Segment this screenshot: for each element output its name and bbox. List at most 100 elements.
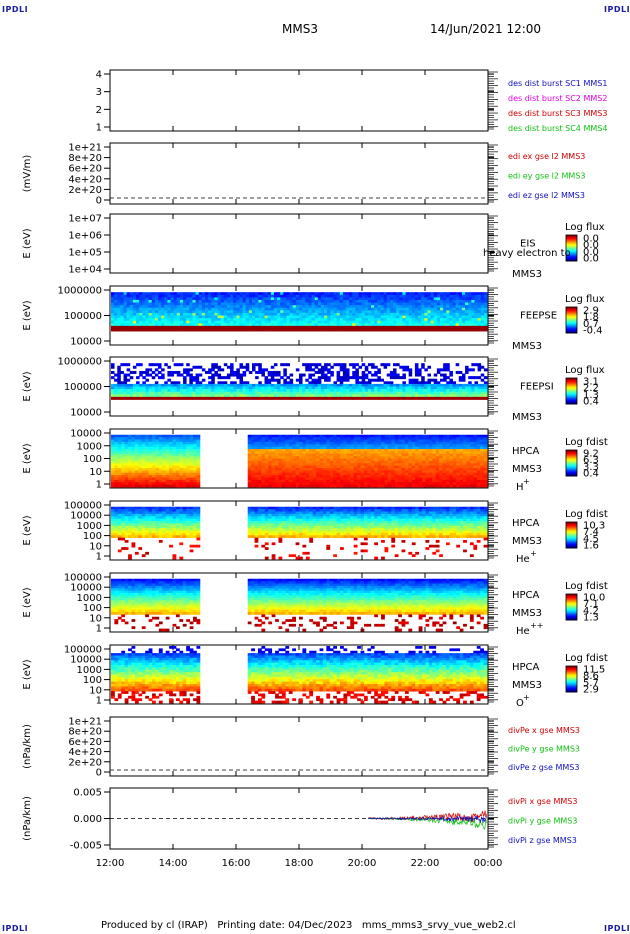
spectrogram-cell — [179, 310, 184, 314]
colorbar-cell — [566, 387, 577, 389]
spectrogram-cell — [314, 299, 319, 303]
spectrogram-cell — [326, 453, 331, 457]
spectrogram-cell — [134, 446, 139, 450]
spectrogram-cell — [355, 378, 359, 382]
spectrogram-cell — [329, 444, 334, 448]
spectrogram-cell — [299, 307, 303, 311]
spectrogram-cell — [402, 394, 406, 398]
spectrogram-cell — [258, 381, 262, 385]
spectrogram-cell — [152, 456, 156, 459]
spectrogram-cell — [195, 307, 200, 311]
spectrogram-cell — [117, 451, 122, 455]
spectrogram-cell — [131, 458, 136, 462]
spectrogram-cell — [436, 394, 441, 398]
spectrogram-cell — [155, 437, 160, 440]
spectrogram-cell — [286, 396, 290, 400]
y-tick-label: 1000 — [77, 441, 102, 452]
spectrogram-cell — [461, 389, 466, 393]
spectrogram-cell — [340, 439, 344, 443]
spectrogram-cell — [179, 318, 184, 322]
spectrogram-cell — [278, 475, 283, 478]
spectrogram-cell — [411, 378, 416, 382]
spectrogram-cell — [123, 305, 128, 309]
spectrogram-cell — [154, 363, 159, 367]
spectrogram-cell — [324, 310, 328, 314]
spectrogram-cell — [316, 468, 320, 471]
spectrogram-cell — [192, 292, 196, 296]
spectrogram-cell — [136, 363, 140, 367]
spectrogram-cell — [317, 305, 322, 309]
spectrogram-cell — [414, 292, 419, 296]
spectrogram-cell — [117, 468, 122, 471]
spectrogram-cell — [214, 297, 218, 301]
spectrogram-cell — [182, 475, 187, 478]
spectrogram-cell — [120, 307, 124, 311]
spectrogram-cell — [480, 292, 485, 296]
spectrogram-cell — [126, 383, 131, 387]
spectrogram-cell — [111, 318, 115, 322]
spectrogram-cell — [471, 320, 475, 324]
spectrogram-cell — [175, 463, 180, 467]
spectrogram-cell — [414, 320, 419, 324]
spectrogram-cell — [248, 302, 253, 306]
spectrogram-cell — [342, 391, 347, 395]
spectrogram-cell — [273, 312, 278, 316]
spectrogram-cell — [278, 446, 283, 450]
spectrogram-cell — [418, 292, 422, 296]
spectrogram-cell — [299, 310, 303, 314]
spectrogram-cell — [322, 437, 327, 440]
legend-entry: des dist burst SC1 MMS1 — [508, 79, 607, 88]
spectrogram-cell — [374, 394, 378, 398]
spectrogram-cell — [186, 446, 191, 450]
y-tick-label: 0 — [96, 768, 102, 779]
spectrogram-cell — [162, 458, 167, 462]
spectrogram-cell — [247, 437, 252, 440]
spectrogram-cell — [117, 373, 121, 377]
spectrogram-cell — [173, 389, 178, 393]
spectrogram-cell — [285, 475, 290, 478]
spectrogram-cell — [480, 297, 485, 301]
spectrogram-cell — [195, 378, 200, 382]
spectrogram-cell — [474, 328, 478, 332]
spectrogram-cell — [183, 370, 187, 374]
spectrogram-cell — [449, 302, 453, 306]
spectrogram-cell — [389, 315, 394, 319]
spectrogram-cell — [299, 460, 303, 464]
spectrogram-cell — [142, 328, 146, 332]
spectrogram-cell — [343, 482, 348, 486]
spectrogram-cell — [418, 294, 422, 298]
spectrogram-cell — [309, 484, 314, 488]
spectrogram-cell — [223, 299, 228, 303]
colorbar-cell — [566, 321, 577, 324]
spectrogram-cell — [172, 449, 177, 452]
spectrogram-cell — [283, 310, 287, 314]
spectrogram-cell — [239, 318, 243, 322]
spectrogram-cell — [179, 456, 184, 459]
spectrogram-cell — [358, 320, 363, 324]
spectrogram-cell — [424, 302, 428, 306]
spectrogram-cell — [139, 370, 143, 374]
spectrogram-cell — [179, 482, 184, 486]
spectrogram-cell — [349, 323, 353, 327]
spectrogram-cell — [264, 376, 269, 380]
spectrogram-cell — [283, 302, 287, 306]
spectrogram-cell — [251, 446, 255, 450]
spectrogram-cell — [151, 363, 156, 367]
spectrogram-cell — [411, 396, 416, 400]
spectrogram-cell — [386, 302, 391, 306]
spectrogram-cell — [452, 386, 457, 390]
spectrogram-cell — [336, 396, 341, 400]
spectrogram-cell — [179, 386, 184, 390]
spectrogram-cell — [182, 479, 187, 483]
spectrogram-cell — [461, 328, 466, 332]
spectrogram-cell — [151, 305, 156, 309]
spectrogram-cell — [289, 310, 294, 314]
spectrogram-cell — [286, 320, 290, 324]
spectrogram-cell — [333, 468, 337, 471]
spectrogram-cell — [123, 302, 128, 306]
spectrogram-cell — [474, 312, 478, 316]
spectrogram-cell — [305, 458, 310, 462]
spectrogram-cell — [349, 292, 353, 296]
spectrogram-cell — [239, 302, 243, 306]
spectrogram-cell — [132, 315, 137, 319]
